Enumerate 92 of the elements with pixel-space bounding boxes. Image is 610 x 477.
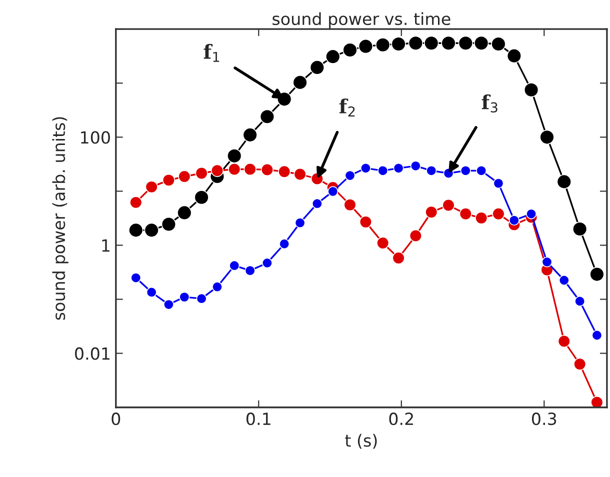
- point: [375, 38, 390, 52]
- point: [196, 293, 207, 304]
- point: [441, 36, 456, 50]
- point: [410, 160, 421, 172]
- annotation: f$_{1}$: [204, 44, 220, 62]
- point: [592, 330, 602, 341]
- point: [425, 206, 438, 218]
- y-tick-label: 0.01: [75, 347, 110, 360]
- point: [145, 180, 158, 194]
- point: [424, 36, 439, 50]
- point: [242, 128, 258, 142]
- point: [278, 165, 291, 178]
- point: [392, 252, 405, 264]
- point: [294, 218, 306, 228]
- point: [359, 216, 372, 228]
- point: [408, 36, 424, 50]
- x-tick-label: 0.2: [389, 412, 413, 426]
- point: [262, 258, 272, 268]
- point: [161, 216, 176, 232]
- point: [574, 296, 586, 307]
- point: [194, 190, 209, 205]
- point: [590, 266, 604, 282]
- point: [146, 286, 157, 298]
- point: [212, 282, 223, 292]
- annotation: f$_{2}$: [339, 98, 355, 116]
- point: [130, 196, 142, 209]
- point: [279, 238, 290, 250]
- point: [540, 130, 554, 145]
- y-tick-label: 1: [102, 239, 110, 252]
- point: [210, 164, 224, 177]
- x-tick-label: 0.1: [246, 412, 270, 426]
- x-tick-label: 0: [112, 412, 120, 426]
- point: [491, 36, 506, 52]
- point: [376, 236, 390, 250]
- point: [426, 165, 437, 176]
- point: [144, 222, 159, 238]
- point: [360, 162, 371, 174]
- point: [493, 178, 504, 189]
- point: [542, 256, 552, 268]
- point: [178, 170, 191, 183]
- point: [228, 162, 241, 176]
- point: [526, 208, 537, 220]
- point: [227, 148, 242, 164]
- point: [177, 205, 192, 220]
- point: [244, 265, 256, 276]
- point: [508, 214, 520, 226]
- point: [476, 165, 487, 176]
- point: [229, 260, 240, 271]
- x-tick-label: 0.3: [532, 412, 556, 426]
- point: [344, 198, 356, 212]
- point: [344, 170, 356, 181]
- point: [409, 229, 422, 242]
- point: [475, 212, 488, 224]
- chart-title: sound power vs. time: [272, 12, 450, 28]
- point: [492, 208, 505, 220]
- point: [572, 222, 588, 236]
- point: [558, 334, 570, 348]
- y-tick-label: 100: [81, 131, 110, 144]
- point: [162, 174, 176, 186]
- point: [574, 358, 586, 370]
- x-axis-title: t (s): [345, 434, 377, 449]
- point: [590, 396, 604, 408]
- point: [458, 36, 473, 50]
- point: [128, 222, 144, 238]
- point: [294, 168, 306, 181]
- point: [442, 198, 455, 212]
- point: [130, 272, 142, 284]
- point: [391, 36, 406, 52]
- point: [292, 75, 308, 90]
- point: [358, 38, 374, 54]
- point: [524, 82, 539, 98]
- point: [179, 292, 190, 302]
- point: [393, 162, 404, 174]
- point: [328, 186, 338, 197]
- point: [460, 165, 471, 176]
- y-axis-title: sound power (arb. units): [52, 117, 68, 320]
- point: [378, 165, 388, 176]
- point: [310, 60, 325, 75]
- point: [244, 162, 256, 176]
- point: [195, 166, 208, 180]
- point: [558, 274, 570, 286]
- point: [326, 49, 340, 64]
- point: [474, 36, 489, 50]
- point: [260, 163, 274, 176]
- point: [342, 42, 358, 58]
- point: [556, 174, 572, 190]
- annotation: f$_{3}$: [482, 94, 498, 113]
- point: [163, 299, 174, 310]
- point: [312, 198, 322, 209]
- point: [459, 208, 472, 220]
- point: [506, 48, 522, 64]
- point: [260, 109, 275, 124]
